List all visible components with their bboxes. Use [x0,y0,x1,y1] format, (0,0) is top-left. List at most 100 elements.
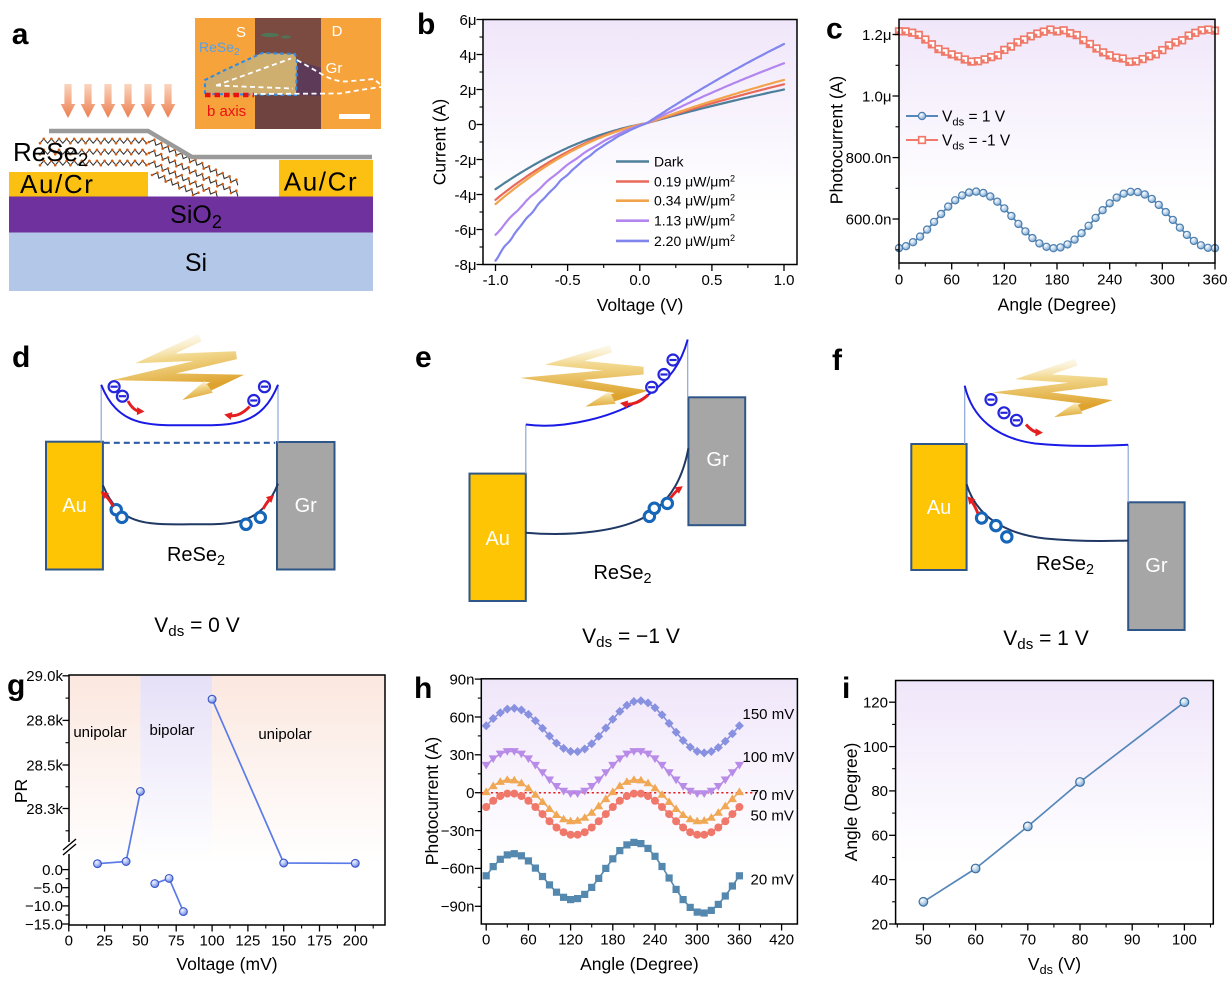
svg-text:unipolar: unipolar [73,724,126,741]
svg-text:2μ: 2μ [460,82,477,99]
svg-text:−60n: −60n [441,861,475,878]
svg-text:80: 80 [1072,932,1089,949]
svg-text:ReSe2: ReSe2 [1036,553,1094,578]
svg-text:300: 300 [685,932,710,949]
svg-text:120: 120 [863,695,888,712]
svg-text:-1.0: -1.0 [483,272,509,289]
svg-text:−90n: −90n [441,899,475,916]
svg-text:60: 60 [520,932,537,949]
svg-text:40: 40 [871,872,888,889]
svg-text:S: S [236,24,246,41]
svg-text:Current (A): Current (A) [430,99,450,186]
svg-text:50: 50 [915,932,932,949]
svg-text:28.3k: 28.3k [26,801,63,818]
svg-text:Photocurrent (A): Photocurrent (A) [827,76,847,204]
svg-text:0.5: 0.5 [701,272,722,289]
svg-text:i: i [842,672,850,705]
svg-text:Gr: Gr [1145,555,1168,577]
svg-text:Dark: Dark [654,154,685,170]
svg-text:-0.5: -0.5 [555,272,581,289]
svg-text:Gr: Gr [295,495,318,517]
svg-text:20: 20 [871,916,888,933]
svg-text:100 mV: 100 mV [743,749,795,766]
svg-text:Vds = 1 V: Vds = 1 V [1003,627,1088,653]
svg-text:b axis: b axis [207,103,246,120]
svg-text:PR: PR [11,779,31,803]
svg-text:Voltage (V): Voltage (V) [597,295,684,315]
svg-text:e: e [415,341,432,374]
svg-text:1.13 μW/μm2: 1.13 μW/μm2 [654,213,735,229]
svg-text:g: g [7,669,25,702]
svg-text:Vds = 0 V: Vds = 0 V [154,614,239,640]
svg-text:200: 200 [343,933,368,950]
svg-text:Gr: Gr [326,60,343,77]
svg-text:80: 80 [871,783,888,800]
svg-text:Au: Au [485,528,509,550]
svg-text:25: 25 [96,933,113,950]
svg-text:60: 60 [943,272,960,289]
svg-text:-2μ: -2μ [455,152,477,169]
svg-text:50: 50 [132,933,149,950]
svg-text:150 mV: 150 mV [743,706,795,723]
svg-text:125: 125 [235,933,260,950]
svg-text:Au/Cr: Au/Cr [20,169,94,199]
svg-text:0.19 μW/μm2: 0.19 μW/μm2 [654,174,735,190]
svg-text:Angle (Degree): Angle (Degree) [998,295,1117,315]
svg-text:60n: 60n [449,709,474,726]
svg-text:180: 180 [1044,272,1069,289]
svg-text:28.5k: 28.5k [26,757,63,774]
svg-text:1.2μ: 1.2μ [862,27,892,44]
svg-text:100: 100 [200,933,225,950]
svg-text:bipolar: bipolar [149,722,194,739]
svg-text:unipolar: unipolar [258,726,311,743]
svg-text:300: 300 [1150,272,1175,289]
svg-text:−15.0: −15.0 [25,916,63,933]
svg-text:70 mV: 70 mV [751,787,794,804]
svg-text:360: 360 [727,932,752,949]
svg-text:20 mV: 20 mV [751,872,794,889]
svg-text:90n: 90n [449,671,474,688]
svg-text:Si: Si [185,249,207,277]
svg-text:75: 75 [168,933,185,950]
svg-text:6μ: 6μ [460,12,477,29]
svg-text:ReSe2: ReSe2 [167,544,225,569]
svg-text:28.8k: 28.8k [26,713,63,730]
svg-text:800.0n: 800.0n [846,150,892,167]
svg-text:0.0: 0.0 [42,862,63,879]
svg-text:180: 180 [600,932,625,949]
svg-text:−30n: −30n [441,823,475,840]
svg-text:120: 120 [558,932,583,949]
svg-text:420: 420 [769,932,794,949]
svg-text:120: 120 [992,272,1017,289]
svg-text:a: a [12,18,29,51]
svg-text:90: 90 [1124,932,1141,949]
svg-text:Voltage (mV): Voltage (mV) [176,954,277,974]
svg-text:50 mV: 50 mV [751,808,794,825]
svg-text:4μ: 4μ [460,47,477,64]
svg-text:360: 360 [1202,272,1227,289]
svg-text:0: 0 [466,785,474,802]
svg-text:29.0k: 29.0k [26,668,63,685]
svg-text:−5.0: −5.0 [33,880,63,897]
svg-text:d: d [12,341,30,374]
svg-text:Angle (Degree): Angle (Degree) [841,743,861,862]
svg-text:-6μ: -6μ [455,222,477,239]
svg-text:240: 240 [642,932,667,949]
svg-text:150: 150 [271,933,296,950]
svg-text:0: 0 [482,932,490,949]
svg-text:ReSe2: ReSe2 [199,39,240,58]
svg-text:1.0μ: 1.0μ [862,88,892,105]
svg-text:60: 60 [967,932,984,949]
svg-text:0: 0 [895,272,903,289]
svg-text:240: 240 [1097,272,1122,289]
svg-text:100: 100 [1172,932,1197,949]
svg-text:-8μ: -8μ [455,257,477,274]
svg-text:−10.0: −10.0 [25,898,63,915]
svg-text:Angle (Degree): Angle (Degree) [580,954,699,974]
svg-text:Vds = −1 V: Vds = −1 V [582,625,680,651]
svg-text:1.0: 1.0 [774,272,795,289]
svg-text:0.34 μW/μm2: 0.34 μW/μm2 [654,193,735,209]
svg-text:ReSe2: ReSe2 [13,137,88,170]
svg-text:0: 0 [65,933,73,950]
svg-text:f: f [832,344,843,377]
